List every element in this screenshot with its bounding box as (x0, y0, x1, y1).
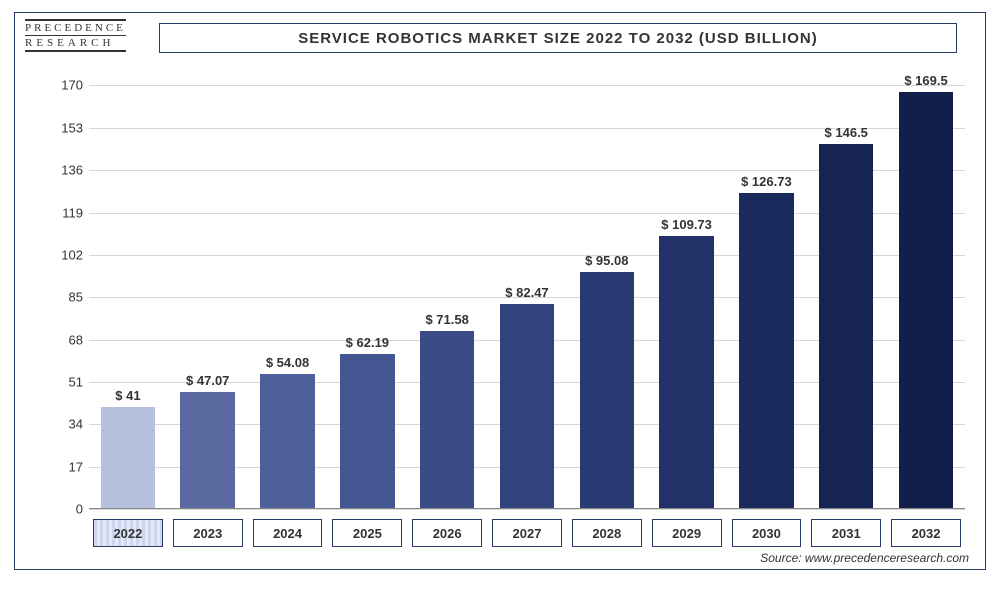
x-tick-label: 2022 (93, 519, 163, 547)
y-tick-label: 0 (43, 502, 83, 517)
bar (819, 144, 873, 509)
y-tick-label: 17 (43, 459, 83, 474)
x-tick-label: 2030 (732, 519, 802, 547)
chart-container: PRECEDENCE RESEARCH SERVICE ROBOTICS MAR… (14, 12, 986, 570)
y-tick-label: 85 (43, 290, 83, 305)
bar-wrap: $ 126.73 (728, 73, 806, 509)
x-axis: 2022 2023 2024 2025 2026 2027 2028 2029 2030 2031… (89, 519, 965, 547)
bar (420, 331, 474, 509)
logo-line1: PRECEDENCE (25, 19, 126, 36)
bar (260, 374, 314, 509)
bar-value-label: $ 169.5 (904, 73, 947, 88)
bar-wrap: $ 54.08 (249, 73, 327, 509)
bar-wrap: $ 146.5 (807, 73, 885, 509)
y-tick-label: 51 (43, 374, 83, 389)
bar-value-label: $ 71.58 (425, 312, 468, 327)
bar-value-label: $ 47.07 (186, 373, 229, 388)
x-tick-label: 2024 (253, 519, 323, 547)
bar-wrap: $ 71.58 (408, 73, 486, 509)
bar-value-label: $ 54.08 (266, 355, 309, 370)
plot-area: 01734516885102119136153170 $ 41$ 47.07$ … (43, 73, 965, 509)
y-tick-label: 68 (43, 332, 83, 347)
x-tick-label: 2032 (891, 519, 961, 547)
bar-value-label: $ 95.08 (585, 253, 628, 268)
bar-value-label: $ 41 (115, 388, 140, 403)
logo-line2: RESEARCH (25, 36, 126, 52)
y-tick-label: 119 (43, 205, 83, 220)
x-tick-label: 2026 (412, 519, 482, 547)
x-tick-label: 2028 (572, 519, 642, 547)
bars-group: $ 41 $ 47.07 $ 54.08 $ 62.19 $ 71.58 $ 82.47 $… (89, 73, 965, 509)
bar (101, 407, 155, 509)
x-tick-label: 2029 (652, 519, 722, 547)
bar-value-label: $ 62.19 (346, 335, 389, 350)
source-text: Source: www.precedenceresearch.com (760, 551, 969, 565)
x-tick-label: 2031 (811, 519, 881, 547)
gridline (89, 509, 965, 510)
bar (899, 92, 953, 509)
bar-wrap: $ 41 (89, 73, 167, 509)
x-tick-label: 2023 (173, 519, 243, 547)
y-tick-label: 153 (43, 120, 83, 135)
x-baseline (89, 508, 965, 509)
bar (340, 354, 394, 509)
y-tick-label: 170 (43, 78, 83, 93)
bar (180, 392, 234, 509)
x-tick-label: 2027 (492, 519, 562, 547)
bar-wrap: $ 169.5 (887, 73, 965, 509)
brand-logo: PRECEDENCE RESEARCH (25, 19, 126, 52)
bar (500, 304, 554, 509)
bar (580, 272, 634, 509)
bar-value-label: $ 146.5 (825, 125, 868, 140)
chart-title-bar: SERVICE ROBOTICS MARKET SIZE 2022 TO 203… (159, 23, 957, 53)
x-tick-label: 2025 (332, 519, 402, 547)
bar-wrap: $ 109.73 (648, 73, 726, 509)
bar (739, 193, 793, 509)
chart-title: SERVICE ROBOTICS MARKET SIZE 2022 TO 203… (298, 30, 818, 47)
y-tick-label: 136 (43, 163, 83, 178)
y-tick-label: 102 (43, 247, 83, 262)
bar-wrap: $ 47.07 (169, 73, 247, 509)
bar-value-label: $ 126.73 (741, 174, 792, 189)
bar-value-label: $ 82.47 (505, 285, 548, 300)
bar (659, 236, 713, 509)
bar-value-label: $ 109.73 (661, 217, 712, 232)
y-tick-label: 34 (43, 417, 83, 432)
bar-wrap: $ 82.47 (488, 73, 566, 509)
bar-wrap: $ 95.08 (568, 73, 646, 509)
bar-wrap: $ 62.19 (328, 73, 406, 509)
